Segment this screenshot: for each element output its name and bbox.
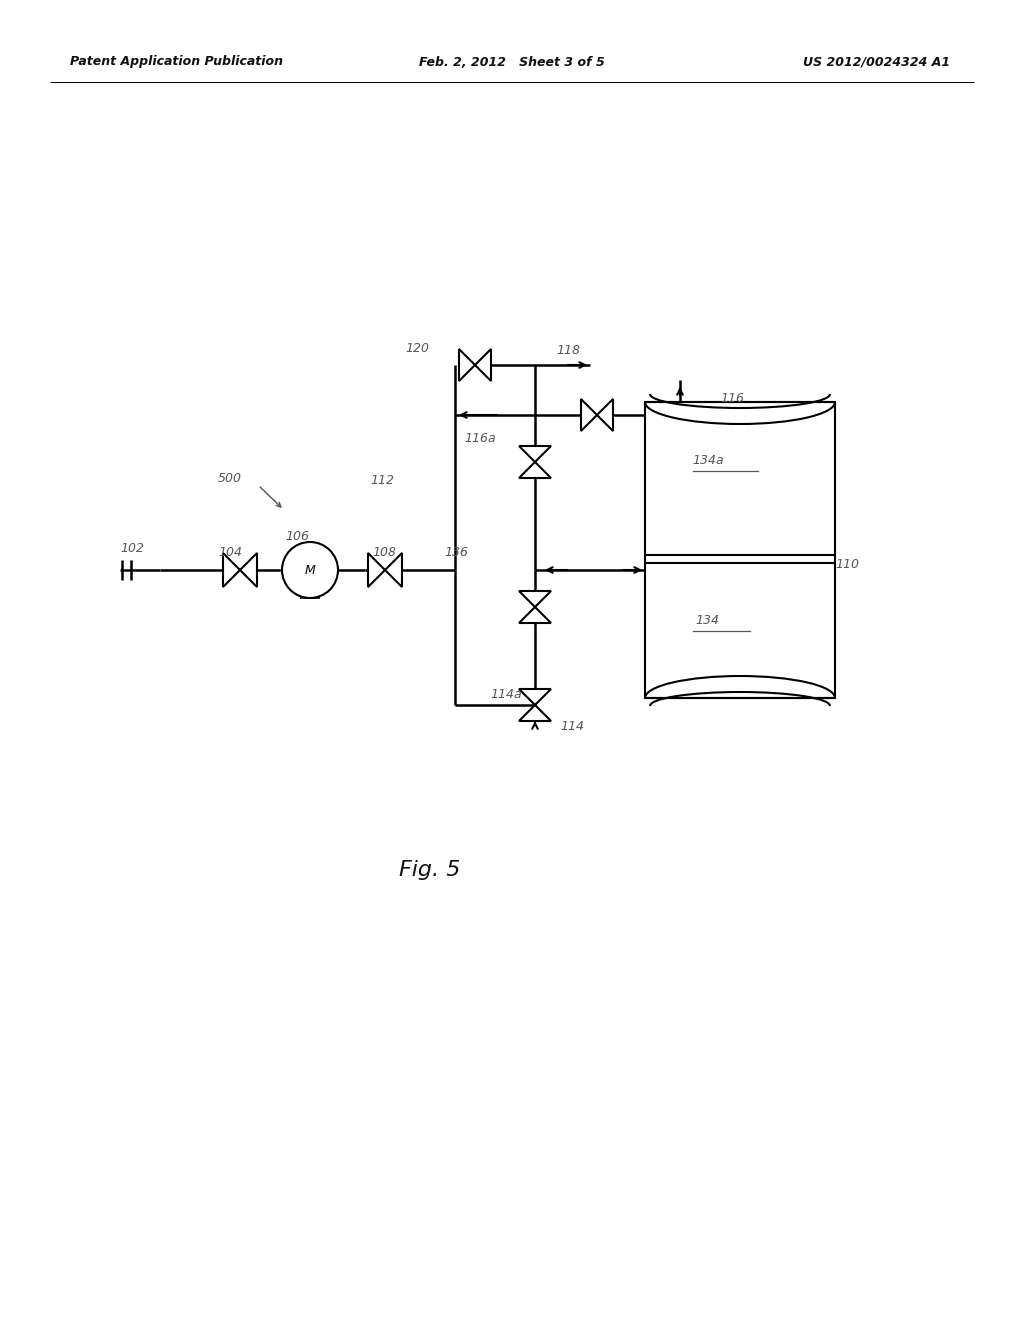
- Text: 116a: 116a: [464, 432, 496, 445]
- Polygon shape: [519, 446, 551, 462]
- Bar: [645, 403, 835, 698]
- Circle shape: [282, 543, 338, 598]
- Polygon shape: [519, 462, 551, 478]
- Text: 118: 118: [556, 343, 580, 356]
- Text: 116: 116: [720, 392, 744, 404]
- Polygon shape: [475, 348, 490, 381]
- Polygon shape: [223, 553, 240, 587]
- Text: US 2012/0024324 A1: US 2012/0024324 A1: [803, 55, 950, 69]
- Text: 102: 102: [120, 541, 144, 554]
- Polygon shape: [519, 689, 551, 705]
- Text: 104: 104: [218, 545, 242, 558]
- Text: 114a: 114a: [490, 688, 521, 701]
- Text: M: M: [304, 565, 315, 578]
- Text: 108: 108: [372, 545, 396, 558]
- Polygon shape: [519, 705, 551, 721]
- Text: Feb. 2, 2012   Sheet 3 of 5: Feb. 2, 2012 Sheet 3 of 5: [419, 55, 605, 69]
- Polygon shape: [519, 591, 551, 607]
- Polygon shape: [581, 399, 597, 432]
- Polygon shape: [368, 553, 385, 587]
- Text: 134a: 134a: [692, 454, 724, 466]
- Text: 106: 106: [285, 529, 309, 543]
- Polygon shape: [459, 348, 475, 381]
- Text: Patent Application Publication: Patent Application Publication: [70, 55, 283, 69]
- Text: Fig. 5: Fig. 5: [399, 861, 461, 880]
- Text: 500: 500: [218, 471, 242, 484]
- Text: 114: 114: [560, 719, 584, 733]
- Text: 110: 110: [835, 558, 859, 572]
- Polygon shape: [385, 553, 402, 587]
- Text: 134: 134: [695, 614, 719, 627]
- Polygon shape: [597, 399, 613, 432]
- Text: 112: 112: [370, 474, 394, 487]
- Text: 136: 136: [444, 546, 468, 560]
- Polygon shape: [519, 607, 551, 623]
- Polygon shape: [240, 553, 257, 587]
- Text: 120: 120: [406, 342, 429, 355]
